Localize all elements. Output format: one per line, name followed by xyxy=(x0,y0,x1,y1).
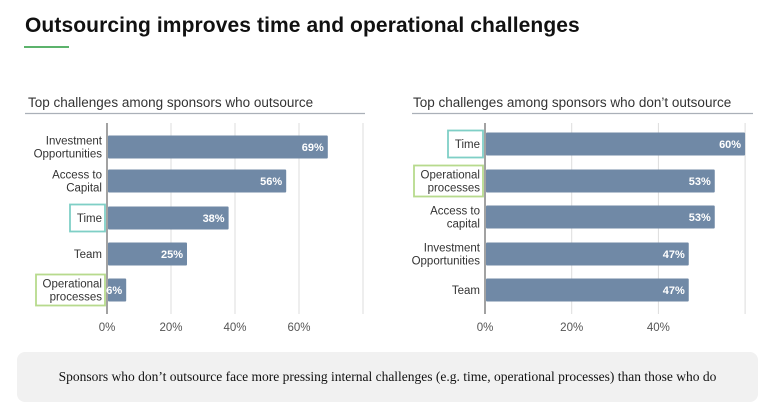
bar xyxy=(108,169,287,193)
category-label: Investment xyxy=(46,136,103,148)
bar xyxy=(108,242,187,266)
bar-value-label: 6% xyxy=(106,285,122,297)
tick-label: 20% xyxy=(159,322,182,334)
bar-value-label: 25% xyxy=(161,249,183,261)
chart-title: Top challenges among sponsors who outsou… xyxy=(28,95,313,110)
bar-value-label: 56% xyxy=(260,176,282,188)
category-label: Capital xyxy=(66,183,102,195)
category-label: Access to xyxy=(430,206,480,218)
category-label: processes xyxy=(428,183,481,195)
bar-value-label: 47% xyxy=(663,249,685,261)
category-label: Time xyxy=(77,213,102,225)
summary-text: Sponsors who don’t outsource face more p… xyxy=(58,369,717,384)
chart-title: Top challenges among sponsors who don’t … xyxy=(413,95,731,110)
bar xyxy=(486,242,689,266)
bar xyxy=(108,135,328,159)
category-label: Operational xyxy=(43,279,102,291)
tick-label: 0% xyxy=(99,322,116,334)
bar xyxy=(108,278,127,302)
bar-value-label: 69% xyxy=(302,142,324,154)
tick-label: 20% xyxy=(560,322,583,334)
category-label: Access to xyxy=(52,170,102,182)
tick-label: 40% xyxy=(223,322,246,334)
bar xyxy=(486,205,715,229)
bar xyxy=(486,132,746,156)
time-highlight-box xyxy=(69,203,106,233)
page-title: Outsourcing improves time and operationa… xyxy=(25,14,580,37)
bar-value-label: 38% xyxy=(203,213,225,225)
time-highlight-box xyxy=(447,129,484,159)
tick-label: 60% xyxy=(287,322,310,334)
bar-value-label: 53% xyxy=(689,176,711,188)
category-label: Operational xyxy=(421,170,480,182)
category-label: Team xyxy=(74,249,102,261)
bar xyxy=(108,206,229,230)
category-label: Opportunities xyxy=(412,256,481,268)
ops-highlight-box xyxy=(35,273,106,307)
ops-highlight-box xyxy=(413,164,484,198)
tick-label: 40% xyxy=(647,322,670,334)
category-label: capital xyxy=(447,219,480,231)
category-label: Opportunities xyxy=(34,149,103,161)
summary-note: Sponsors who don’t outsource face more p… xyxy=(17,352,758,402)
charts: Top challenges among sponsors who outsou… xyxy=(25,95,753,334)
category-label: Investment xyxy=(424,243,481,255)
bar-value-label: 47% xyxy=(663,285,685,297)
bar-value-label: 53% xyxy=(689,212,711,224)
bar-value-label: 60% xyxy=(719,139,741,151)
bar xyxy=(486,169,715,193)
title-underline xyxy=(24,46,69,48)
bar xyxy=(486,278,689,302)
tick-label: 0% xyxy=(477,322,494,334)
category-label: Team xyxy=(452,285,480,297)
category-label: Time xyxy=(455,139,480,151)
category-label: processes xyxy=(50,292,103,304)
